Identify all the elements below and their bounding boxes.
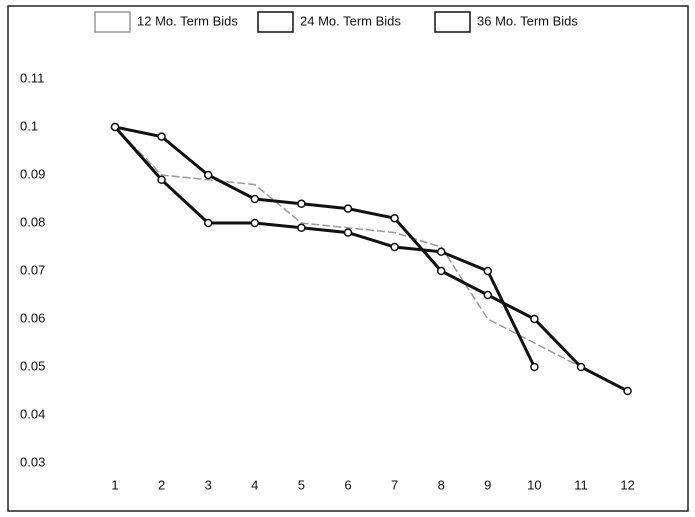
x-tick-label: 5 <box>298 477 305 492</box>
data-point <box>530 314 539 324</box>
legend-swatch <box>257 11 294 33</box>
x-tick-label: 8 <box>438 477 445 492</box>
data-point <box>576 362 586 372</box>
x-tick-label: 12 <box>620 477 634 492</box>
data-point <box>436 247 446 257</box>
data-point <box>343 228 353 237</box>
series-line <box>114 126 628 392</box>
data-point <box>623 386 632 396</box>
data-point <box>250 194 260 204</box>
legend-swatch <box>434 11 471 33</box>
legend-label: 24 Mo. Term Bids <box>300 13 401 28</box>
y-tick-label: 0.1 <box>20 118 38 133</box>
y-tick-label: 0.05 <box>20 358 45 373</box>
data-point <box>297 199 306 209</box>
legend-label: 36 Mo. Term Bids <box>477 13 578 28</box>
data-point <box>203 170 213 180</box>
y-tick-label: 0.07 <box>20 262 45 277</box>
legend-swatch <box>94 11 131 33</box>
series-line <box>113 126 536 368</box>
series-line <box>114 125 629 393</box>
y-tick-label: 0.09 <box>20 166 45 181</box>
data-point <box>483 266 493 276</box>
data-point <box>530 362 539 372</box>
data-point <box>110 122 120 132</box>
data-point <box>436 266 446 276</box>
data-point <box>203 218 213 228</box>
x-tick-label: 2 <box>158 477 165 492</box>
legend-label: 12 Mo. Term Bids <box>137 13 238 28</box>
y-tick-label: 0.08 <box>20 214 45 229</box>
y-tick-label: 0.11 <box>20 70 44 85</box>
x-tick-label: 1 <box>111 477 118 492</box>
data-point <box>343 204 353 213</box>
data-point <box>297 223 306 233</box>
x-tick-label: 6 <box>344 477 351 492</box>
data-point <box>250 218 260 228</box>
x-tick-label: 9 <box>484 477 491 492</box>
y-tick-label: 0.03 <box>20 454 45 469</box>
x-tick-label: 4 <box>251 477 258 492</box>
data-point <box>390 242 399 252</box>
x-tick-label: 3 <box>205 477 212 492</box>
x-tick-label: 11 <box>574 477 588 492</box>
x-tick-label: 10 <box>527 477 541 492</box>
data-point <box>390 213 399 223</box>
data-point <box>157 132 166 141</box>
frame <box>7 5 689 512</box>
data-point <box>157 175 166 185</box>
y-tick-label: 0.04 <box>20 406 45 421</box>
x-tick-label: 7 <box>391 477 398 492</box>
y-tick-label: 0.06 <box>20 310 45 325</box>
data-point <box>483 290 493 300</box>
